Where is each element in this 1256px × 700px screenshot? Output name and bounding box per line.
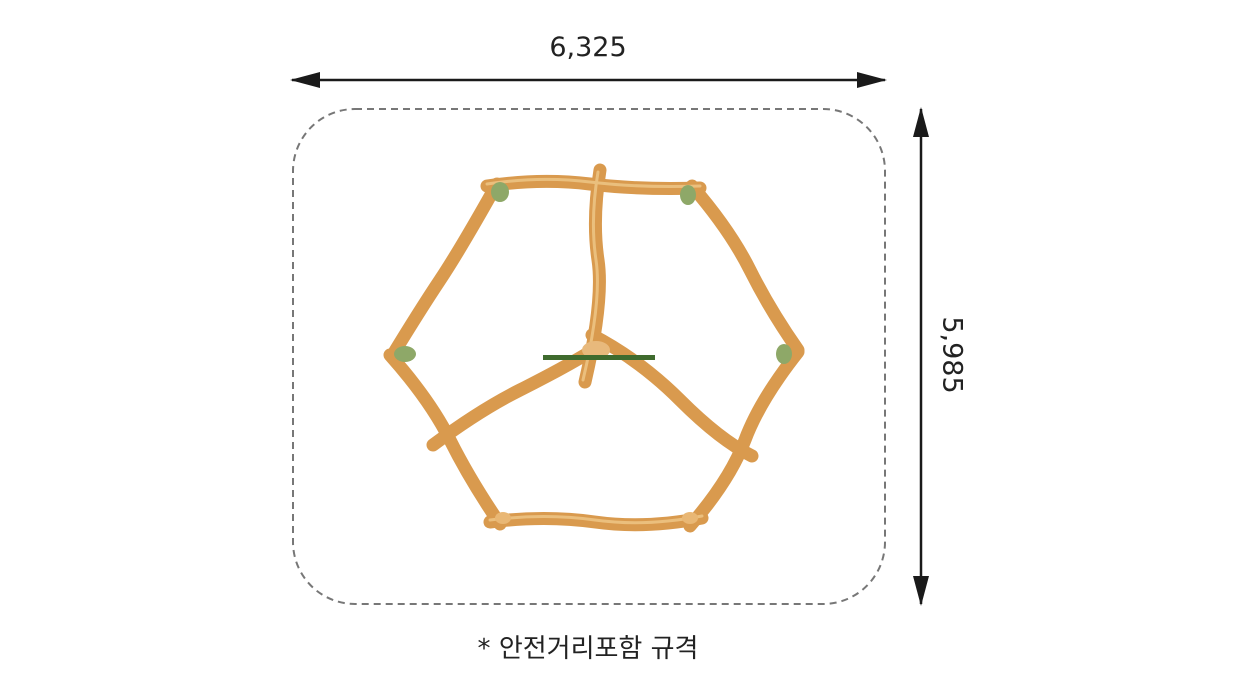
caption: * 안전거리포함 규격 — [477, 634, 699, 664]
spoke-right — [585, 328, 759, 463]
log-upper-left — [385, 177, 504, 363]
post-cap — [394, 346, 416, 362]
log-lower-right — [683, 345, 805, 533]
post-cap-wood — [495, 512, 511, 524]
log-bottom — [483, 511, 709, 532]
width-label: 6,325 — [549, 32, 627, 63]
post-cap — [776, 344, 792, 364]
center-platform — [543, 355, 655, 360]
climbing-structure-top-view — [383, 163, 805, 533]
log-top — [480, 174, 707, 195]
height-label: 5,985 — [936, 316, 968, 394]
safety-zone-outline — [292, 108, 886, 605]
center-post — [582, 341, 610, 359]
post-cap — [491, 182, 509, 202]
spoke-left — [426, 345, 597, 452]
post-cap — [680, 185, 696, 205]
post-cap-wood — [682, 512, 698, 524]
log-upper-right — [685, 179, 805, 357]
